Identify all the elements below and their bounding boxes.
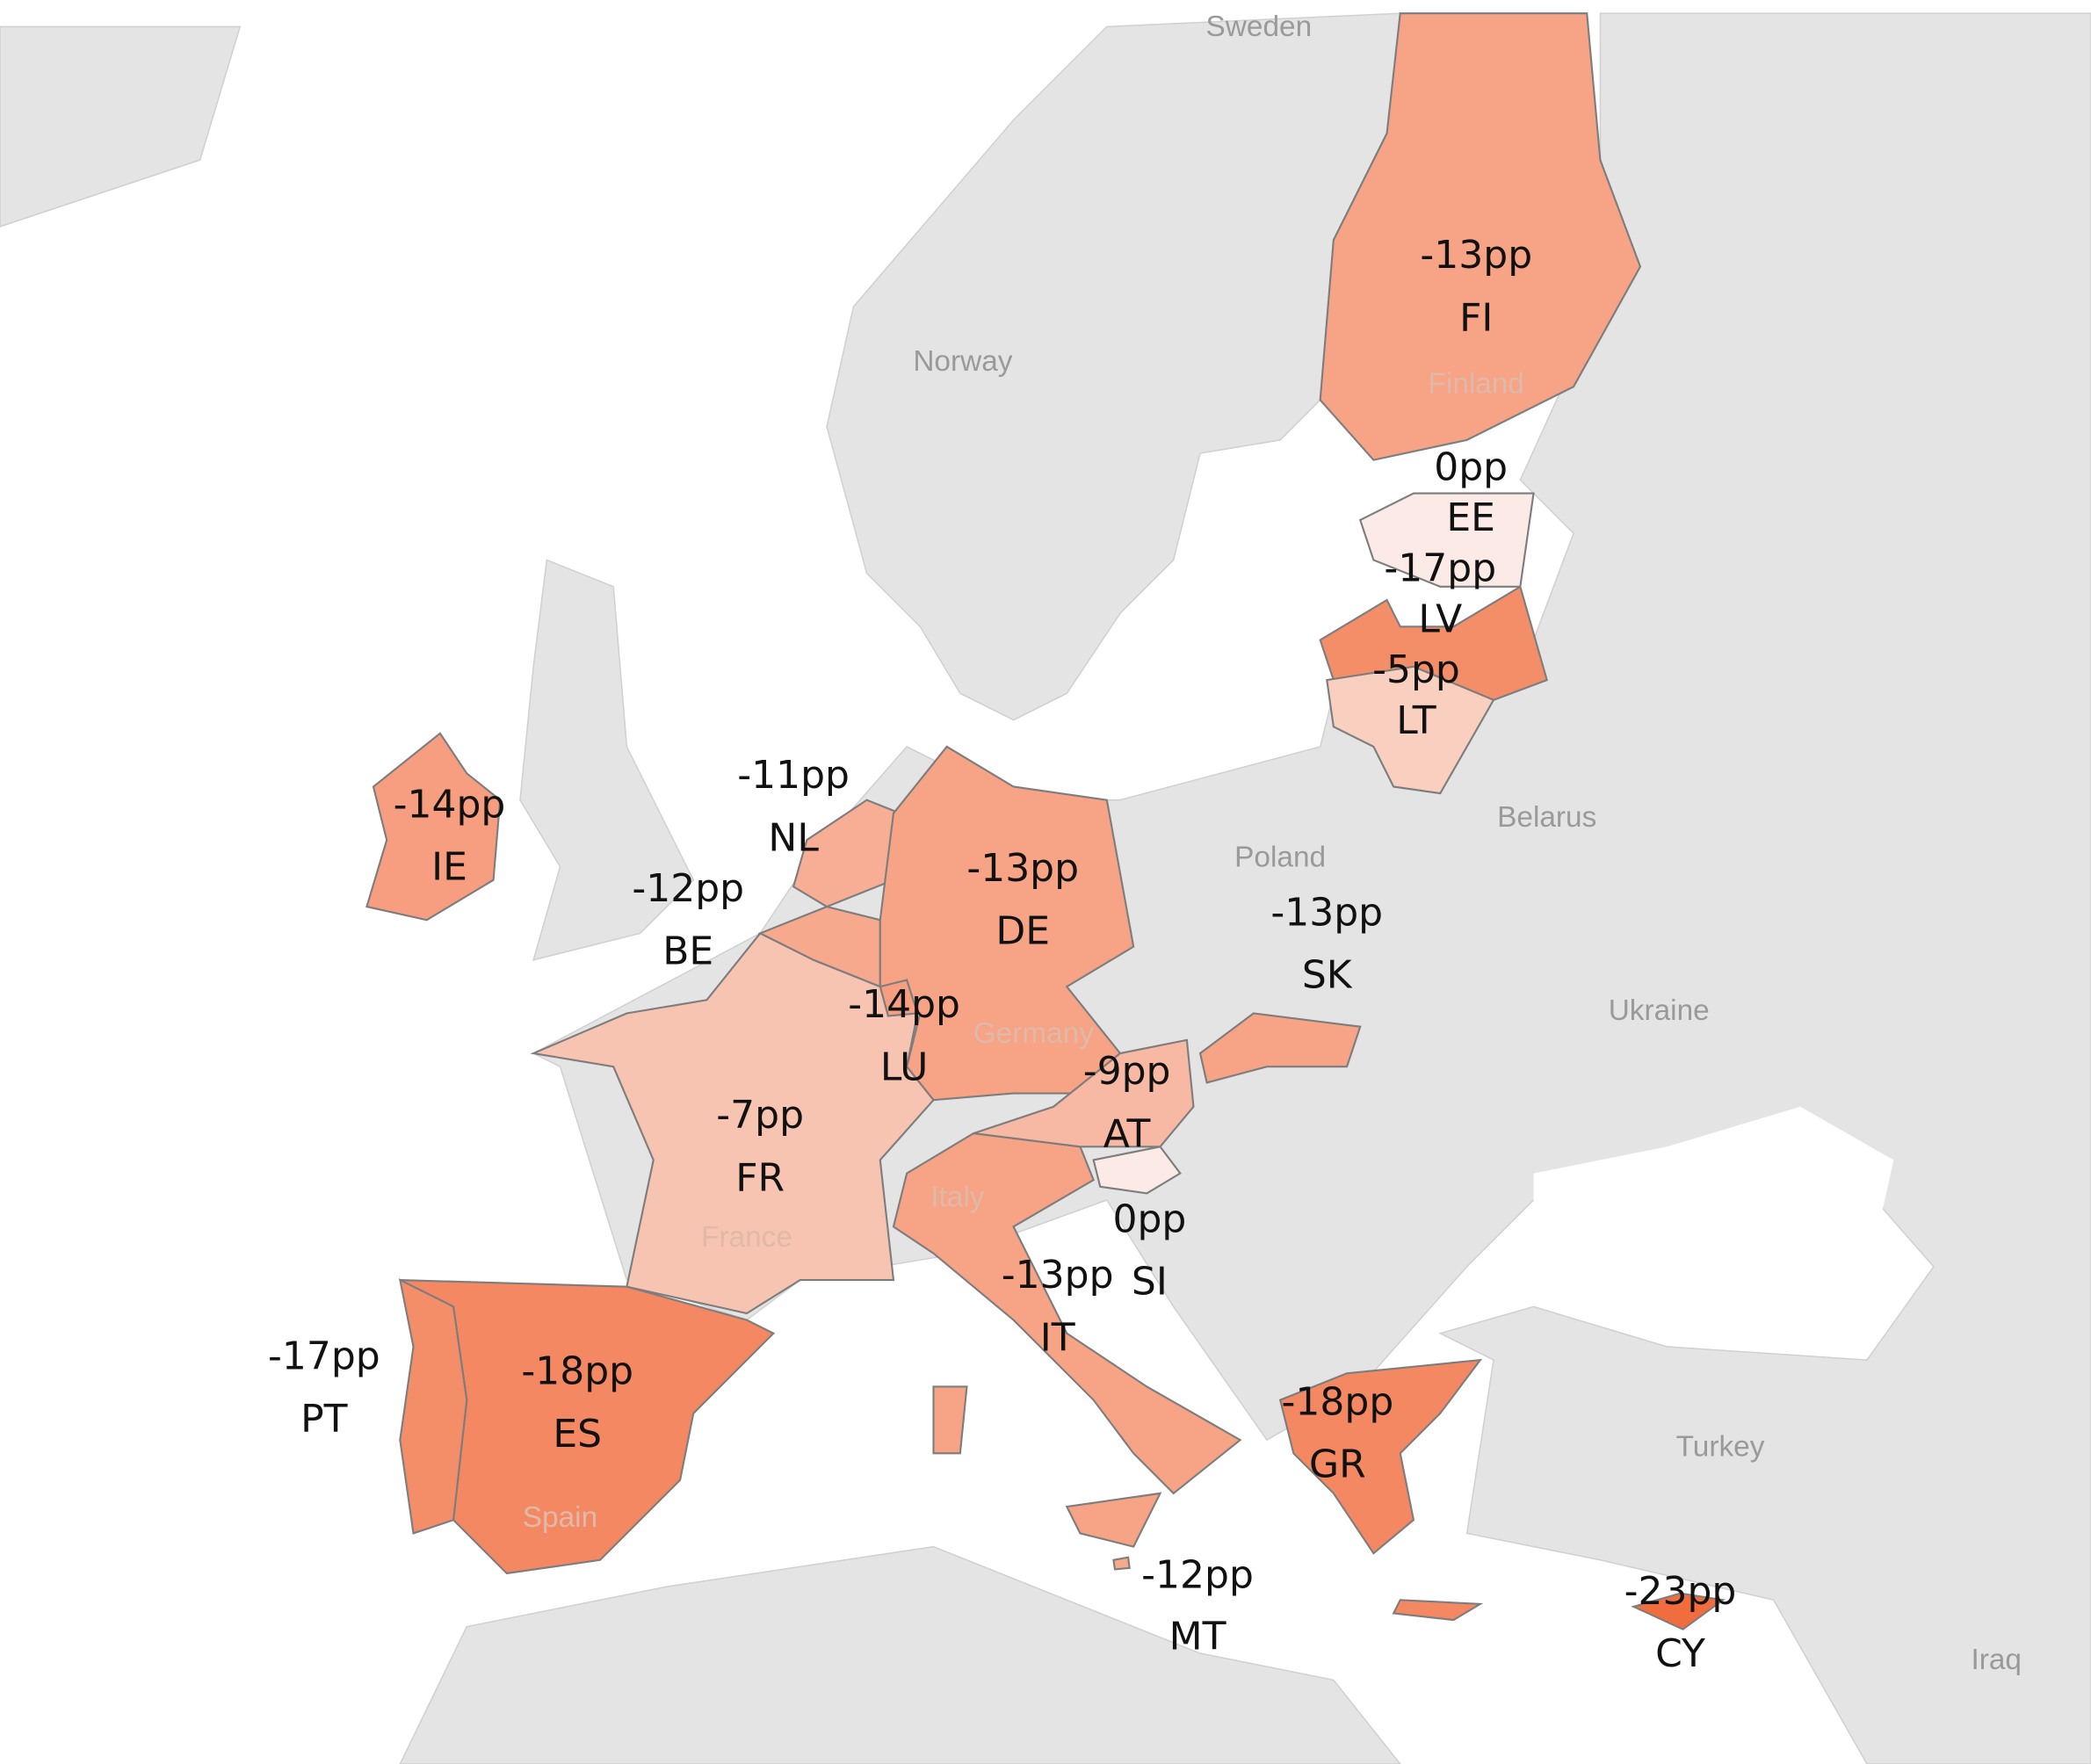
value-label-fi: -13pp — [1420, 233, 1532, 278]
code-label-de: DE — [995, 909, 1050, 954]
value-label-lv: -17pp — [1384, 546, 1496, 591]
country-sk[interactable] — [1198, 1012, 1362, 1084]
it-mainland — [892, 1131, 1242, 1495]
label-turkey: Turkey — [1676, 1430, 1765, 1463]
value-label-lt: -5pp — [1372, 647, 1460, 692]
country-pt[interactable] — [398, 1278, 468, 1535]
label-germany: Germany — [973, 1017, 1095, 1050]
label-belarus: Belarus — [1497, 801, 1596, 834]
land-scandinavia — [826, 12, 1401, 721]
code-label-at: AT — [1103, 1111, 1151, 1156]
country-it[interactable] — [892, 1131, 1242, 1548]
country-fr[interactable] — [530, 932, 935, 1315]
value-label-lu: -14pp — [848, 982, 960, 1027]
eu-countries — [365, 12, 1726, 1630]
value-label-mt: -12pp — [1141, 1553, 1254, 1598]
label-poland: Poland — [1234, 842, 1326, 874]
code-label-si: SI — [1132, 1260, 1168, 1305]
code-label-mt: MT — [1169, 1614, 1226, 1659]
code-label-lv: LV — [1418, 596, 1462, 641]
country-labels: -13ppFI0ppEE-17ppLV-5ppLT-14ppIE-11ppNL-… — [268, 233, 1736, 1676]
value-label-gr: -18pp — [1282, 1379, 1394, 1424]
land-north-africa — [399, 1545, 1401, 1764]
code-label-gr: GR — [1309, 1442, 1366, 1487]
country-at[interactable] — [973, 1038, 1195, 1148]
base-map-labels: Sweden Norway Poland Belarus Ukraine Tur… — [523, 11, 2022, 1676]
it-sicily — [1065, 1492, 1162, 1548]
code-label-nl: NL — [768, 815, 819, 860]
code-label-es: ES — [553, 1412, 602, 1457]
code-label-pt: PT — [300, 1397, 348, 1442]
value-label-pt: -17pp — [268, 1334, 380, 1379]
label-sweden: Sweden — [1206, 11, 1313, 43]
country-fi[interactable] — [1319, 12, 1642, 461]
label-norway: Norway — [913, 345, 1012, 378]
value-label-sk: -13pp — [1270, 890, 1383, 935]
country-ie[interactable] — [365, 732, 502, 922]
gr-mainland — [1278, 1358, 1483, 1555]
value-label-es: -18pp — [521, 1348, 633, 1393]
code-label-be: BE — [662, 929, 713, 973]
black-sea — [1533, 1106, 1894, 1334]
value-label-si: 0pp — [1112, 1196, 1186, 1241]
label-france: France — [701, 1221, 792, 1254]
country-gr[interactable] — [1278, 1358, 1484, 1622]
value-label-de: -13pp — [966, 846, 1079, 891]
land-iceland — [0, 25, 242, 228]
value-label-nl: -11pp — [737, 753, 850, 798]
value-label-ie: -14pp — [394, 782, 506, 827]
code-label-sk: SK — [1302, 953, 1353, 998]
country-cy[interactable] — [1631, 1592, 1726, 1630]
land-uk — [519, 559, 695, 961]
gr-crete — [1392, 1599, 1484, 1622]
label-ukraine: Ukraine — [1609, 994, 1710, 1027]
label-finland: Finland — [1429, 368, 1524, 401]
value-label-be: -12pp — [632, 866, 744, 911]
code-label-ee: EE — [1446, 495, 1495, 540]
value-label-cy: -23pp — [1624, 1569, 1737, 1614]
code-label-fi: FI — [1459, 295, 1493, 340]
value-label-it: -13pp — [1002, 1253, 1114, 1298]
code-label-lt: LT — [1396, 698, 1436, 743]
code-label-it: IT — [1040, 1315, 1075, 1360]
value-label-ee: 0pp — [1434, 445, 1508, 489]
label-italy: Italy — [930, 1182, 985, 1214]
value-label-at: -9pp — [1083, 1049, 1171, 1094]
code-label-cy: CY — [1655, 1631, 1705, 1676]
code-label-lu: LU — [880, 1045, 929, 1089]
it-sardinia — [932, 1385, 968, 1455]
label-iraq: Iraq — [1971, 1644, 2022, 1676]
label-spain: Spain — [523, 1501, 597, 1534]
base-land — [0, 12, 2091, 1764]
country-si[interactable] — [1092, 1146, 1182, 1195]
country-lt[interactable] — [1326, 665, 1495, 795]
value-label-fr: -7pp — [716, 1093, 804, 1138]
country-mt[interactable] — [1112, 1556, 1131, 1571]
code-label-fr: FR — [735, 1155, 785, 1200]
code-label-ie: IE — [431, 845, 467, 890]
